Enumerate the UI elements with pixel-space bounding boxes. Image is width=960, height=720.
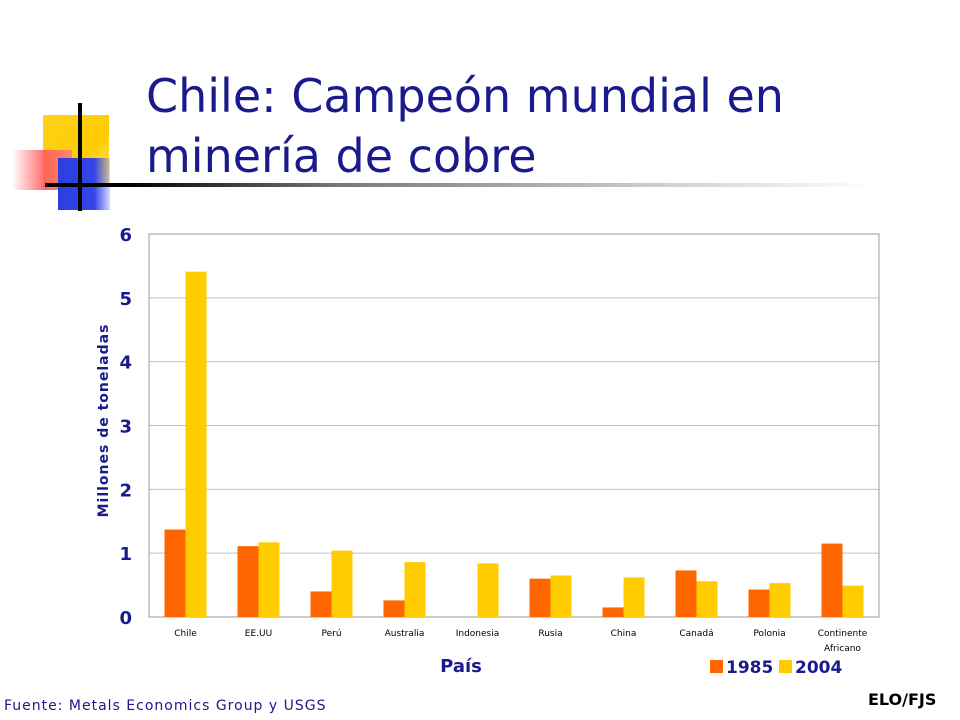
- slide-title: Chile: Campeón mundial en minería de cob…: [146, 66, 926, 186]
- bar-2004-6: [550, 575, 572, 617]
- x-tick-label: Canadá: [679, 629, 713, 639]
- bar-1985-6: [529, 578, 551, 617]
- x-tick-label: Australia: [385, 629, 425, 639]
- bar-2004-1: [185, 271, 207, 617]
- x-tick-labels: Chile EE.UU Perú Australia Indonesia Rusia Chi…: [174, 629, 867, 654]
- y-tick-label: 0: [119, 608, 132, 629]
- bar-2004-4: [404, 562, 426, 617]
- y-tick-label: 2: [119, 480, 132, 501]
- legend-swatch-2004: [779, 660, 792, 673]
- bar-2004-3: [331, 550, 353, 617]
- x-tick-label: EE.UU: [245, 629, 272, 639]
- bar-2004-8: [696, 581, 718, 617]
- bar-2004-2: [258, 542, 280, 617]
- plot-area: [148, 233, 880, 618]
- x-tick-label: China: [611, 629, 637, 639]
- y-tick-label: 4: [119, 353, 132, 374]
- bar-1985-8: [675, 570, 697, 617]
- y-tick-label: 6: [119, 225, 132, 246]
- bar-2004-5: [477, 563, 499, 617]
- x-tick-label: Chile: [174, 629, 197, 639]
- decor-vertical-line: [78, 103, 82, 211]
- x-tick-label: Perú: [321, 629, 341, 639]
- x-tick-label: Rusia: [538, 629, 562, 639]
- x-axis-label: País: [440, 656, 482, 677]
- bar-2004-7: [623, 577, 645, 617]
- title-underline: [45, 183, 875, 187]
- author-credit: ELO/FJS: [868, 690, 937, 709]
- y-tick-labels: 0 1 2 3 4 5 6: [119, 225, 132, 629]
- bar-1985-4: [383, 600, 405, 617]
- bar-1985-2: [237, 546, 259, 617]
- y-axis-label: Millones de toneladas: [96, 324, 112, 518]
- legend-label-2004: 2004: [795, 658, 842, 678]
- y-tick-label: 1: [119, 544, 132, 565]
- bar-1985-3: [310, 591, 332, 617]
- bars: [164, 271, 864, 617]
- bar-1985-1: [164, 529, 186, 617]
- x-tick-label: Indonesia: [456, 629, 500, 639]
- slide-title-line1: Chile: Campeón mundial en: [146, 69, 784, 123]
- x-tick-label: Polonia: [753, 629, 785, 639]
- bar-1985-9: [748, 589, 770, 617]
- bar-1985-7: [602, 607, 624, 617]
- y-tick-label: 5: [119, 289, 132, 310]
- source-note: Fuente: Metals Economics Group y USGS: [4, 698, 327, 714]
- x-tick-label: Continente Africano: [818, 629, 868, 654]
- y-tick-label: 3: [119, 417, 132, 438]
- slide-title-line2: minería de cobre: [146, 129, 537, 183]
- grid-lines: [149, 233, 879, 554]
- legend-swatch-1985: [710, 660, 723, 673]
- bar-2004-10: [842, 585, 864, 617]
- bar-2004-9: [769, 583, 791, 617]
- bar-1985-10: [821, 543, 843, 617]
- legend: 1985 2004: [710, 658, 842, 678]
- legend-label-1985: 1985: [726, 658, 773, 678]
